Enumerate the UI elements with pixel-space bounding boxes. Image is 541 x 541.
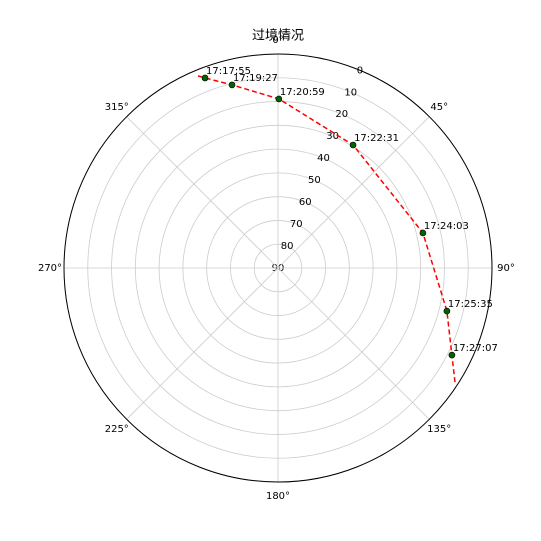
theta-tick-label: 90°	[497, 263, 515, 274]
theta-tick-label: 0°	[272, 35, 283, 46]
grid-spoke	[277, 267, 430, 420]
r-tick-label: 60	[299, 197, 312, 208]
theta-tick-label: 315°	[105, 102, 129, 113]
r-tick-label: 80	[281, 241, 294, 252]
pass-label: 17:17:55	[206, 66, 251, 77]
r-tick-label: 50	[308, 175, 321, 186]
theta-tick-label: 225°	[105, 424, 129, 435]
r-tick-label: 70	[290, 219, 303, 230]
theta-tick-label: 270°	[38, 263, 62, 274]
pass-label: 17:20:59	[280, 87, 325, 98]
pass-point	[419, 229, 427, 237]
pass-label: 17:22:31	[354, 133, 399, 144]
pass-point	[275, 95, 283, 103]
r-tick-label: 10	[344, 87, 357, 98]
theta-tick-label: 45°	[430, 102, 448, 113]
pass-label: 17:27:07	[453, 343, 498, 354]
pass-label: 17:25:35	[448, 299, 493, 310]
polar-frame	[63, 53, 493, 483]
theta-tick-label: 135°	[427, 424, 451, 435]
pass-point	[443, 307, 451, 315]
track-line	[197, 75, 456, 384]
pass-label: 17:24:03	[424, 221, 469, 232]
r-tick-label: 20	[335, 109, 348, 120]
pass-point	[349, 141, 357, 149]
pass-point	[201, 74, 209, 82]
grid-spoke	[126, 267, 279, 420]
chart-title: 过境情况	[252, 29, 304, 44]
r-tick-label: 40	[317, 153, 330, 164]
theta-tick-label: 180°	[266, 491, 290, 502]
pass-point	[448, 351, 456, 359]
pass-point	[228, 81, 236, 89]
grid-spoke	[277, 116, 430, 269]
r-tick-label: 30	[326, 131, 339, 142]
grid-spoke	[126, 116, 279, 269]
pass-label: 17:19:27	[233, 73, 278, 84]
